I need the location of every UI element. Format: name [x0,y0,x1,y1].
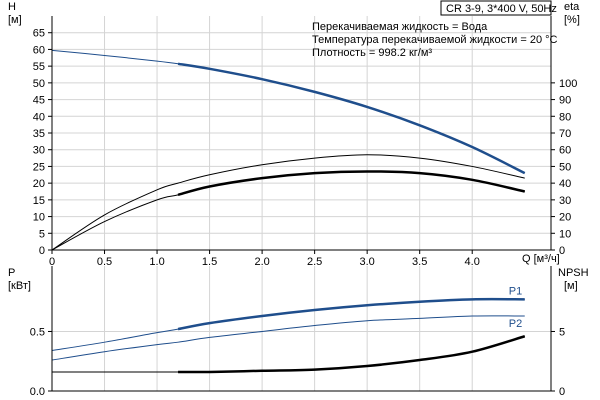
top-y-right-tick-label: 90 [559,95,571,107]
top-y-right-tick-label: 80 [559,111,571,123]
chart-title: CR 3-9, 3*400 V, 50Hz [446,3,557,15]
head-efficiency-chart: 0 0.5 1.0 1.5 2.0 2.5 3.0 3.5 4.0 0 5 10 15 20 25 30 35… [8,0,580,268]
series-label-p2: P2 [509,318,522,330]
top-x-tick-label: 0 [49,256,55,268]
top-x-tick-label: 1.0 [149,256,164,268]
top-series-eta-line [51,154,525,251]
top-ylabel-right-name: eta [564,1,580,13]
annotation-density: Плотность = 998.2 кг/м³ [312,47,432,59]
top-y-left-tick-label: 15 [33,195,45,207]
top-axes [48,16,555,254]
title-box [440,0,552,16]
top-y-right-tick-labels: 0 10 20 30 40 50 60 70 80 90 100 [559,78,577,257]
top-y-left-tick-label: 35 [33,128,45,140]
top-curves [51,49,526,251]
bottom-ylabel-right-unit: [м] [564,280,578,292]
bottom-y-right-tick-label: 5 [559,326,565,338]
top-ylabel-left-unit: [м] [8,14,22,26]
top-y-left-tick-label: 55 [33,61,45,73]
bottom-series-p1-line [51,298,525,352]
top-x-tick-label: 4.0 [465,256,480,268]
bottom-curves [51,297,526,374]
bottom-y-left-tick-labels: 0.0 0.5 [30,326,45,398]
top-series-eta-alt-operating-range [177,170,526,197]
top-ylabel-right-unit: [%] [564,14,580,26]
annotation-temperature: Температура перекачиваемой жидкости = 20… [312,34,558,46]
bottom-y-left-tick-label: 0.5 [30,326,45,338]
bottom-series-labels: P1 P2 [509,285,522,330]
bottom-series-p1-operating-range [177,297,525,331]
top-y-right-tick-label: 40 [559,178,571,190]
bottom-series-p2-line [51,315,525,361]
bottom-y-left-tick-label: 0.0 [30,386,45,398]
top-y-left-tick-label: 5 [39,228,45,240]
bottom-ylabel-left-name: P [8,267,15,279]
top-y-left-tick-label: 25 [33,161,45,173]
top-x-tick-label: 3.0 [360,256,375,268]
top-series-H-operating-range [177,62,526,175]
top-y-right-tick-label: 70 [559,128,571,140]
bottom-y-right-tick-label: 0 [559,386,565,398]
top-y-left-tick-label: 50 [33,78,45,90]
top-y-left-tick-labels: 0 5 10 15 20 25 30 35 40 45 50 55 60 65 [33,28,45,257]
top-y-right-tick-label: 50 [559,161,571,173]
top-xlabel: Q [м³/ч] [522,253,560,265]
bottom-ylabel-right-name: NPSH [558,267,589,279]
bottom-series-npsh-operating-range [178,335,526,374]
bottom-axes [48,266,555,392]
top-grid [51,16,551,251]
bottom-y-right-tick-labels: 05 [559,326,565,398]
top-ylabel-left-name: H [8,1,16,13]
top-x-tick-label: 2.0 [254,256,269,268]
top-series-H-line [51,49,525,174]
top-x-tick-label: 2.5 [307,256,322,268]
top-x-tick-labels: 0 0.5 1.0 1.5 2.0 2.5 3.0 3.5 4.0 [49,256,480,268]
bottom-ylabel-left-unit: [кВт] [8,280,31,292]
top-y-left-tick-label: 0 [39,245,45,257]
top-y-left-tick-label: 30 [33,145,45,157]
top-y-left-tick-label: 60 [33,44,45,56]
top-y-left-tick-label: 65 [33,28,45,40]
top-y-left-tick-label: 10 [33,212,45,224]
top-x-tick-label: 3.5 [412,256,427,268]
top-y-left-tick-label: 20 [33,178,45,190]
top-y-right-tick-label: 60 [559,145,571,157]
top-y-left-tick-label: 45 [33,95,45,107]
annotation-liquid: Перекачиваемая жидкость = Вода [312,21,488,33]
top-y-right-tick-label: 0 [559,245,565,257]
top-y-right-tick-label: 10 [559,228,571,240]
top-x-tick-label: 0.5 [97,256,112,268]
top-y-right-tick-label: 100 [559,78,577,90]
top-y-right-tick-label: 30 [559,195,571,207]
top-y-right-tick-label: 20 [559,212,571,224]
top-y-left-tick-label: 40 [33,111,45,123]
series-label-p1: P1 [509,285,522,297]
top-x-tick-label: 1.5 [202,256,217,268]
